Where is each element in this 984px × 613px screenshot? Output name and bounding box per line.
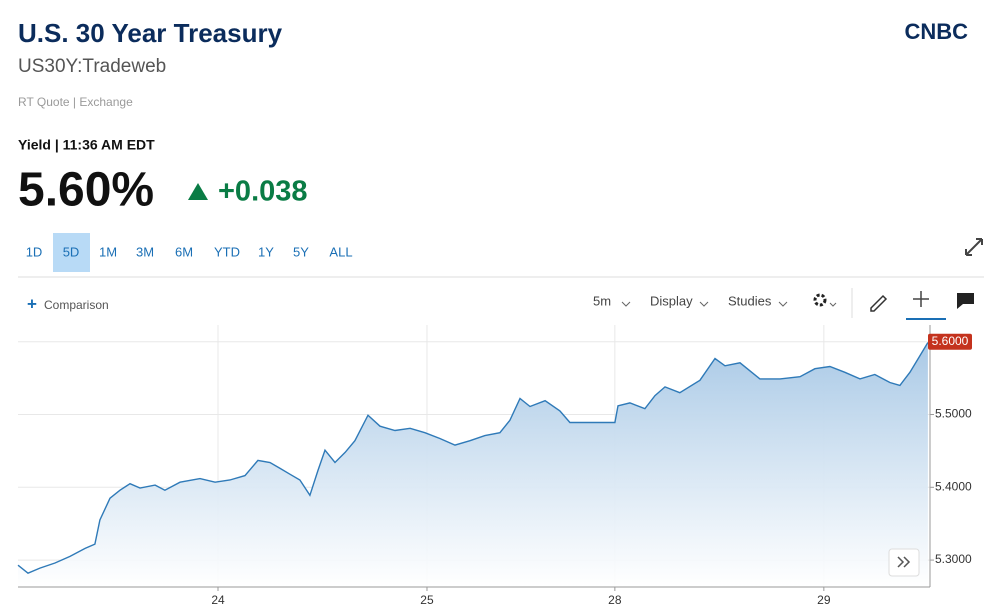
studies[interactable]: Studies [728, 293, 772, 308]
symbol: US30Y:Tradeweb [18, 56, 166, 77]
price: 5.60% [18, 164, 154, 217]
chevron [621, 301, 631, 307]
range-tab[interactable]: ALL [329, 244, 352, 259]
up-arrow [188, 183, 208, 200]
y-tick-label: 5.4000 [935, 479, 972, 493]
logo[interactable]: CNBC [904, 19, 968, 44]
chevron [829, 302, 837, 307]
yield-label: Yield | 11:36 AM EDT [18, 137, 155, 153]
scroll-icon [897, 556, 911, 568]
x-tick-label: 24 [211, 593, 225, 607]
line [17, 342, 929, 575]
range-tab[interactable]: YTD [214, 244, 240, 259]
x-tick-label: 28 [608, 593, 622, 607]
chevron [699, 301, 709, 307]
area [18, 342, 928, 587]
current-tag [928, 333, 972, 350]
plus-icon[interactable]: + [27, 294, 37, 313]
active-tab [53, 233, 90, 272]
range-tab[interactable]: 6M [175, 244, 193, 259]
quote-type: RT Quote | Exchange [18, 95, 133, 109]
change: +0.038 [218, 176, 308, 208]
x-tick-label: 29 [817, 593, 831, 607]
range-tab[interactable]: 1D [26, 244, 43, 259]
draw-icon[interactable] [870, 294, 888, 312]
current-label: 5.6000 [932, 334, 969, 348]
crosshair-icon[interactable] [913, 291, 929, 307]
range-tab[interactable]: 3M [136, 244, 154, 259]
range-tab[interactable]: 1Y [258, 244, 274, 259]
y-tick-label: 5.5000 [935, 407, 972, 421]
comment-icon[interactable] [957, 293, 974, 309]
settings-icon[interactable] [813, 293, 827, 307]
y-tick-label: 5.3000 [935, 552, 972, 566]
title: U.S. 30 Year Treasury [18, 18, 283, 48]
display[interactable]: Display [650, 293, 693, 308]
range-tab[interactable]: 5D [63, 244, 80, 259]
scroll-button[interactable] [888, 548, 920, 577]
interval[interactable]: 5m [593, 293, 611, 308]
x-tick-label: 25 [420, 593, 434, 607]
range-tabs: 1D 5D 1M 3M 6M YTD 1Y 5Y ALL [26, 233, 353, 272]
range-tab[interactable]: 1M [99, 244, 117, 259]
chevron [778, 301, 788, 307]
range-tab[interactable]: 5Y [293, 244, 309, 259]
comparison[interactable]: Comparison [44, 298, 109, 312]
expand-icon[interactable] [965, 238, 983, 256]
